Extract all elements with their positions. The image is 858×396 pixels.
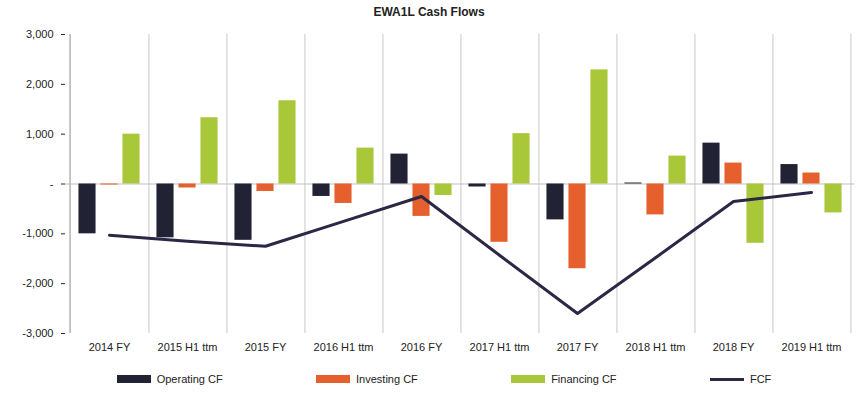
svg-text:2018 H1 ttm: 2018 H1 ttm — [626, 341, 686, 353]
html-text:Investing CF: Investing CF — [356, 373, 418, 385]
svg-text:-1,000: -1,000 — [22, 227, 53, 239]
svg-text:2015 FY: 2015 FY — [245, 341, 287, 353]
svg-text:2017 FY: 2017 FY — [557, 341, 599, 353]
svg-text:1,000: 1,000 — [26, 128, 54, 140]
svg-text:2016 H1 ttm: 2016 H1 ttm — [314, 341, 374, 353]
svg-text:2,000: 2,000 — [26, 78, 54, 90]
svg-text:2018 FY: 2018 FY — [713, 341, 755, 353]
html-text:FCF: FCF — [749, 373, 772, 385]
svg-text:2019 H1 ttm: 2019 H1 ttm — [782, 341, 842, 353]
html-text:EWA1L Cash Flows: EWA1L Cash Flows — [373, 5, 485, 19]
svg-text:-3,000: -3,000 — [22, 327, 53, 339]
html-text:Financing CF: Financing CF — [551, 373, 617, 385]
svg-text:2016 FY: 2016 FY — [401, 341, 443, 353]
svg-text:2017 H1 ttm: 2017 H1 ttm — [470, 341, 530, 353]
svg-text:2015 H1 ttm: 2015 H1 ttm — [158, 341, 218, 353]
svg-text:2014 FY: 2014 FY — [89, 341, 131, 353]
svg-text:-: - — [50, 178, 54, 190]
svg-text:3,000: 3,000 — [26, 28, 54, 40]
html-text:Operating CF: Operating CF — [156, 373, 223, 385]
svg-text:-2,000: -2,000 — [22, 277, 53, 289]
